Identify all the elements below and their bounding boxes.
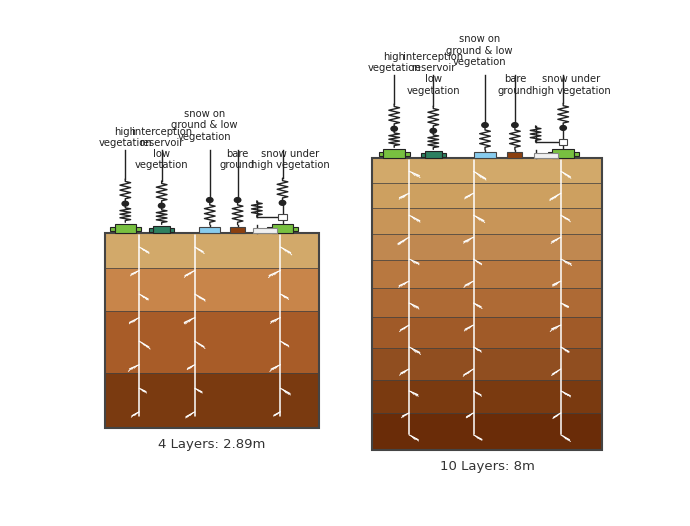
- Circle shape: [159, 203, 165, 208]
- Bar: [574, 153, 579, 156]
- Bar: [405, 153, 410, 156]
- Bar: [105, 373, 319, 428]
- Bar: [373, 260, 602, 288]
- Bar: [548, 153, 553, 156]
- Bar: [199, 227, 221, 233]
- Bar: [272, 224, 293, 233]
- Bar: [373, 158, 602, 183]
- Bar: [373, 183, 602, 208]
- Bar: [384, 149, 405, 158]
- Text: interception
reservoir: interception reservoir: [403, 52, 464, 73]
- Text: high
vegetation: high vegetation: [367, 52, 421, 73]
- Bar: [267, 227, 272, 231]
- Bar: [373, 348, 602, 380]
- Text: snow on
ground & low
vegetation: snow on ground & low vegetation: [446, 34, 513, 67]
- Bar: [553, 149, 574, 158]
- Bar: [373, 158, 602, 450]
- Text: 10 Layers: 8m: 10 Layers: 8m: [440, 460, 535, 473]
- Text: snow under
high vegetation: snow under high vegetation: [251, 149, 330, 170]
- Bar: [559, 139, 567, 145]
- Text: high
vegetation: high vegetation: [99, 127, 152, 148]
- Bar: [230, 227, 245, 233]
- Bar: [474, 152, 495, 158]
- Bar: [105, 311, 319, 373]
- Text: bare
ground: bare ground: [497, 74, 533, 96]
- Circle shape: [560, 126, 566, 130]
- Text: snow under
high vegetation: snow under high vegetation: [532, 74, 611, 96]
- Circle shape: [512, 123, 518, 127]
- Bar: [373, 288, 602, 317]
- Bar: [373, 380, 602, 413]
- Bar: [293, 227, 298, 231]
- Bar: [105, 233, 319, 268]
- Bar: [507, 152, 522, 158]
- Circle shape: [206, 198, 213, 203]
- Bar: [373, 208, 602, 234]
- Circle shape: [430, 128, 437, 133]
- Circle shape: [391, 126, 397, 131]
- Bar: [136, 227, 141, 231]
- Bar: [253, 228, 277, 233]
- Bar: [105, 233, 319, 428]
- Text: interception
reservoir: interception reservoir: [132, 127, 192, 148]
- Bar: [373, 317, 602, 348]
- Bar: [105, 268, 319, 311]
- Text: snow on
ground & low
vegetation: snow on ground & low vegetation: [171, 109, 237, 142]
- Circle shape: [122, 201, 128, 206]
- Bar: [170, 228, 174, 231]
- Bar: [534, 153, 558, 158]
- Bar: [115, 224, 136, 233]
- Circle shape: [279, 200, 286, 205]
- Bar: [379, 153, 384, 156]
- Bar: [373, 234, 602, 260]
- Bar: [278, 214, 287, 220]
- Circle shape: [482, 123, 489, 127]
- Bar: [373, 413, 602, 450]
- Bar: [153, 226, 170, 233]
- Bar: [149, 228, 153, 231]
- Bar: [442, 154, 446, 157]
- Text: 4 Layers: 2.89m: 4 Layers: 2.89m: [158, 438, 266, 451]
- Text: low
vegetation: low vegetation: [406, 74, 460, 96]
- Text: low
vegetation: low vegetation: [135, 149, 188, 170]
- Bar: [425, 151, 442, 158]
- Text: bare
ground: bare ground: [220, 149, 255, 170]
- Bar: [110, 227, 115, 231]
- Bar: [421, 154, 425, 157]
- Circle shape: [235, 198, 241, 203]
